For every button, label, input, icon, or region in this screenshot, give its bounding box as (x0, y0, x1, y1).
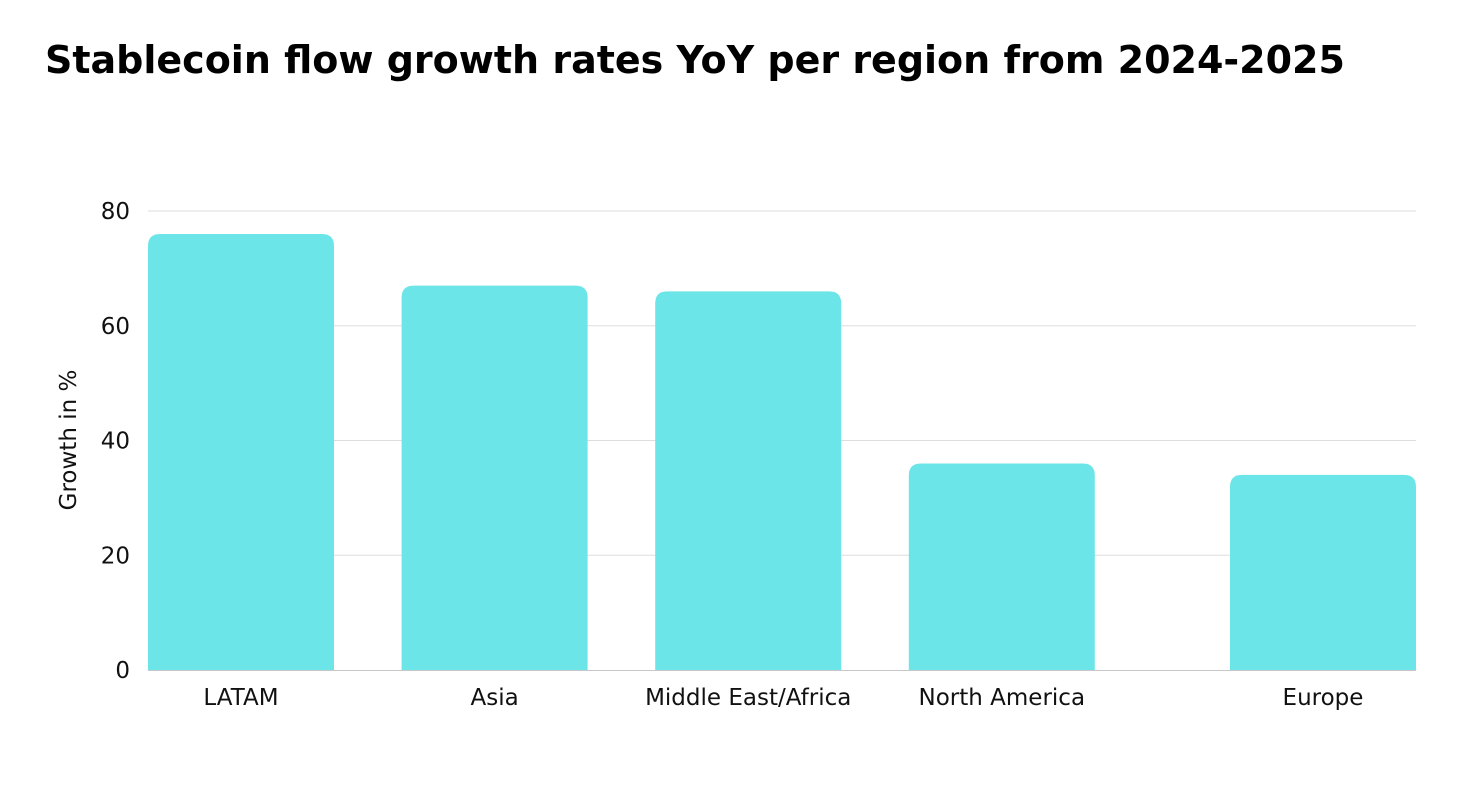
x-tick-label: Asia (470, 685, 518, 711)
chart-title: Stablecoin flow growth rates YoY per reg… (45, 38, 1345, 82)
y-tick-labels: 0 20 40 60 80 (101, 199, 130, 684)
y-tick-label: 20 (101, 543, 130, 569)
y-axis-title: Growth in % (56, 370, 82, 511)
x-tick-label: Europe (1283, 685, 1364, 711)
bars (148, 233, 1416, 670)
bar-asia (401, 285, 588, 670)
y-tick-label: 0 (115, 658, 130, 684)
y-tick-label: 40 (101, 429, 130, 455)
x-tick-label: North America (919, 685, 1086, 711)
x-tick-labels: LATAM Asia Middle East/Africa North America… (203, 685, 1363, 711)
bar-north-america (908, 463, 1095, 670)
x-tick-label: LATAM (203, 685, 278, 711)
bar-europe (1230, 474, 1416, 670)
y-tick-label: 80 (101, 199, 130, 225)
bar-middle-east-africa (655, 291, 842, 670)
x-tick-label: Middle East/Africa (645, 685, 851, 711)
bar-latam (148, 233, 334, 670)
y-tick-label: 60 (101, 314, 130, 340)
